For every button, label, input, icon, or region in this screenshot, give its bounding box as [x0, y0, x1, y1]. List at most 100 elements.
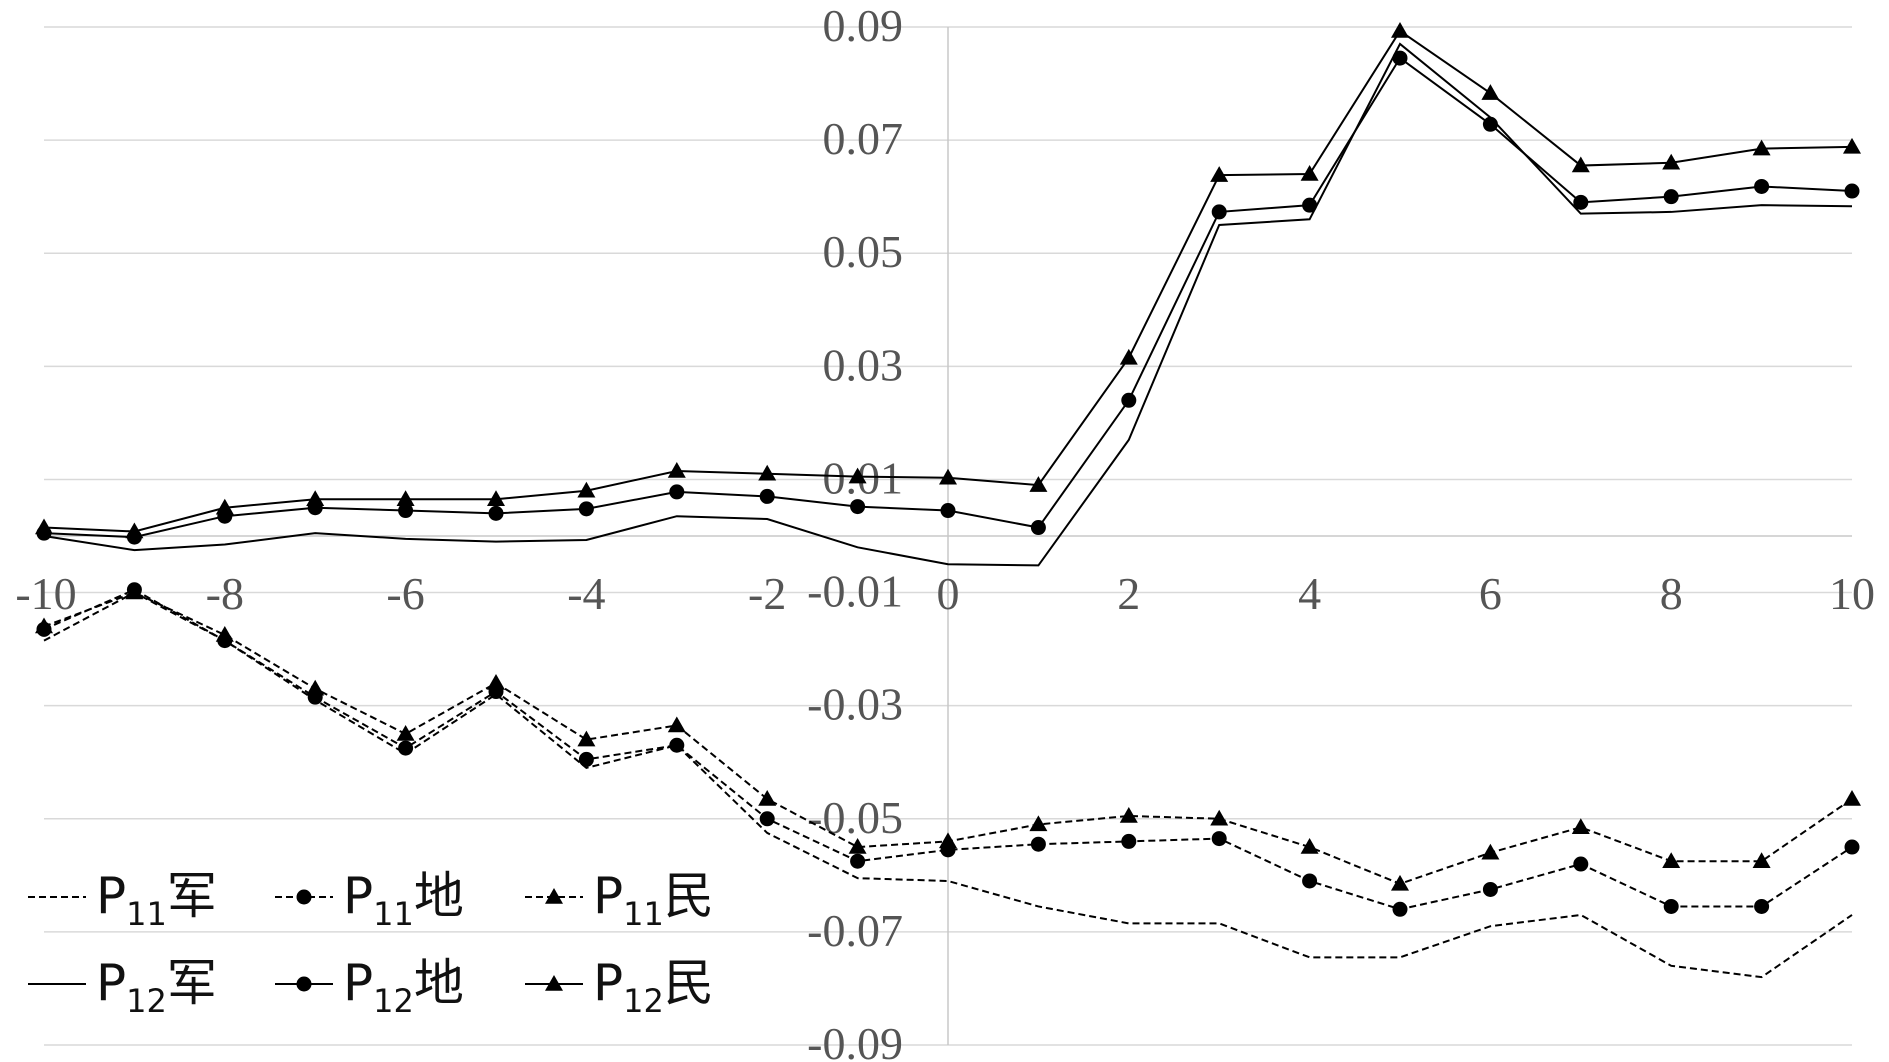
y-tick-label: 0.05 — [823, 226, 904, 277]
series-2 — [36, 582, 1860, 917]
data-point — [306, 679, 325, 696]
data-point — [1119, 348, 1138, 365]
y-tick-label: 0.03 — [823, 339, 904, 390]
x-tick-label: -2 — [748, 568, 786, 619]
data-point — [488, 505, 504, 521]
legend-item: P12民 — [525, 954, 714, 1020]
data-point — [669, 484, 685, 500]
legend-marker — [296, 889, 312, 905]
data-point — [1754, 178, 1770, 194]
data-point — [667, 716, 686, 733]
data-point — [1573, 194, 1589, 210]
data-point — [1752, 139, 1771, 156]
data-point — [1843, 789, 1861, 806]
data-point — [487, 674, 505, 690]
data-point — [1663, 189, 1679, 205]
data-point — [1571, 818, 1590, 835]
legend-item: P11民 — [525, 867, 714, 933]
legend-marker — [545, 888, 563, 904]
legend: P11军 P11地 P11民 P12军 P12地 P12民 — [28, 867, 714, 1020]
data-point — [1211, 204, 1227, 220]
series-6 — [35, 21, 1861, 539]
data-point — [487, 490, 505, 506]
data-point — [1302, 197, 1318, 213]
x-tick-label: -6 — [386, 568, 424, 619]
legend-label: P12军 — [96, 954, 217, 1020]
legend-label: P12民 — [593, 954, 714, 1020]
x-tick-label: 10 — [1829, 568, 1875, 619]
data-point — [577, 481, 596, 498]
y-tick-label: 0.07 — [823, 113, 904, 164]
legend-item: P11地 — [275, 867, 464, 933]
data-point — [1030, 520, 1046, 536]
data-point — [1571, 156, 1590, 173]
y-tick-label: -0.01 — [807, 566, 903, 617]
data-point — [215, 498, 234, 515]
data-point — [1754, 898, 1770, 914]
data-point — [1210, 809, 1229, 826]
data-point — [1482, 116, 1498, 132]
data-point — [578, 751, 594, 767]
x-tick-label: -4 — [567, 568, 605, 619]
data-point — [1030, 836, 1046, 852]
data-point — [1029, 476, 1048, 492]
data-point — [1121, 833, 1137, 849]
data-point — [848, 838, 867, 854]
series-3 — [35, 583, 1861, 891]
data-point — [939, 832, 957, 849]
data-point — [1392, 901, 1408, 917]
series-line — [43, 591, 1853, 979]
data-point — [125, 522, 144, 539]
legend-item: P12地 — [275, 954, 464, 1020]
legend-label: P11军 — [96, 867, 217, 933]
data-point — [1662, 153, 1681, 170]
data-point — [1844, 839, 1860, 855]
x-tick-label: 0 — [937, 568, 960, 619]
data-point — [1391, 874, 1409, 891]
data-point — [669, 737, 685, 753]
legend-item: P12军 — [28, 954, 217, 1020]
series-lines — [35, 21, 1861, 979]
legend-item: P11军 — [28, 867, 217, 933]
series-line — [43, 588, 1853, 911]
data-point — [1210, 166, 1229, 182]
data-point — [306, 490, 325, 506]
data-point — [1300, 165, 1319, 181]
series-1 — [43, 591, 1853, 979]
data-point — [758, 789, 777, 806]
data-point — [1481, 84, 1500, 100]
data-point — [1029, 815, 1048, 832]
legend-marker — [545, 975, 563, 991]
data-point — [398, 740, 414, 756]
data-point — [667, 461, 686, 478]
data-point — [1752, 852, 1771, 868]
data-point — [1391, 21, 1409, 38]
data-point — [1844, 183, 1860, 199]
data-point — [939, 468, 957, 485]
data-point — [1302, 873, 1318, 889]
x-tick-label: 2 — [1117, 568, 1140, 619]
data-point — [398, 503, 414, 519]
data-point — [1843, 137, 1861, 154]
data-point — [215, 625, 234, 642]
data-point — [1119, 806, 1138, 823]
y-tick-label: 0.09 — [823, 0, 904, 51]
legend-marker — [296, 976, 312, 992]
x-tick-labels: -10 -8 -6 -4 -2 0 2 4 6 8 10 — [15, 568, 1875, 619]
data-point — [125, 583, 144, 600]
data-point — [850, 853, 866, 869]
data-point — [759, 811, 775, 827]
data-point — [577, 730, 596, 747]
legend-label: P11民 — [593, 867, 714, 933]
y-tick-label: -0.09 — [807, 1018, 903, 1062]
y-tick-label: -0.05 — [807, 792, 903, 843]
data-point — [1121, 392, 1137, 408]
data-point — [848, 467, 867, 484]
data-point — [850, 499, 866, 515]
data-point — [1211, 831, 1227, 847]
data-point — [759, 488, 775, 504]
legend-label: P11地 — [343, 867, 464, 933]
data-point — [396, 724, 415, 741]
data-point — [1663, 898, 1679, 914]
